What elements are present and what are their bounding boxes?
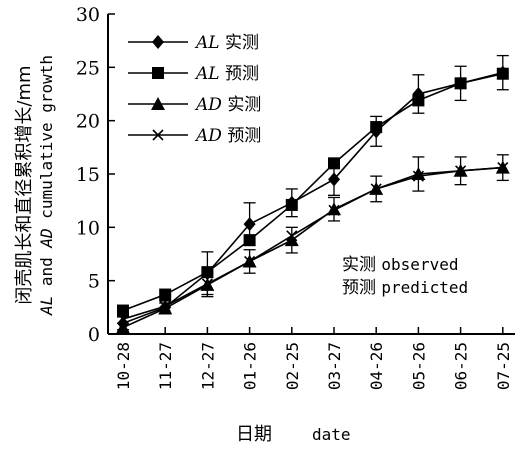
- data-point-1: [243, 234, 256, 247]
- x-ticks: 10-28 11-27 12-27 01-26 02-25 03-27 04-26 05-26…: [114, 327, 513, 390]
- data-point-3: [328, 204, 340, 216]
- y-tick-label: 10: [76, 217, 100, 239]
- legend-label: AL 实测: [194, 33, 259, 53]
- y-axis-label-line2: AL and AD cumulative growth: [37, 55, 56, 316]
- y-label-suffix: cumulative growth: [37, 55, 56, 228]
- legend-item: AL 预测: [128, 64, 259, 84]
- x-tick-label: 10-28: [114, 342, 133, 390]
- annotation-en: predicted: [381, 278, 468, 297]
- data-point-1: [285, 198, 298, 211]
- x-tick-label: 07-25: [494, 342, 513, 390]
- x-tick-label: 11-27: [156, 342, 175, 390]
- legend-marker: [152, 35, 164, 49]
- y-tick-label: 20: [76, 111, 100, 133]
- legend-label-variable: AD: [194, 95, 227, 115]
- legend-label-type: 预测: [227, 126, 261, 146]
- legend-item: AL 实测: [128, 33, 259, 53]
- legend-item: AD 实测: [128, 95, 261, 115]
- y-tick-label: 0: [88, 324, 100, 346]
- data-point-3: [412, 170, 424, 182]
- annotation-line: 实测 observed: [342, 255, 458, 275]
- annotation-cn: 实测: [342, 255, 381, 275]
- annotation-en: observed: [381, 255, 458, 274]
- data-point-3: [370, 183, 382, 195]
- data-point-1: [159, 288, 172, 301]
- legend-label-variable: AD: [194, 126, 227, 146]
- y-label-ad: AD: [37, 228, 56, 248]
- series-line-3: [122, 166, 503, 320]
- annotation-cn: 预测: [342, 278, 381, 298]
- data-point-3: [244, 255, 256, 268]
- y-ticks: 0 5 10 15 20 25 30: [76, 4, 115, 346]
- data-point-1: [370, 121, 383, 134]
- annotation-line: 预测 predicted: [342, 278, 468, 298]
- series-line-2: [122, 166, 503, 329]
- x-tick-label: 04-26: [367, 342, 386, 390]
- data-point-1: [117, 304, 129, 317]
- series-line-1: [122, 72, 503, 312]
- legend-label: AD 预测: [194, 126, 261, 146]
- x-axis-label: 日期 date: [236, 424, 351, 445]
- data-point-1: [328, 157, 340, 170]
- legend-label: AL 预测: [194, 64, 259, 84]
- y-tick-label: 25: [76, 57, 100, 79]
- legend-label-variable: AL: [194, 33, 225, 53]
- legend-marker: [152, 129, 164, 141]
- y-axis-label: 闭壳肌长和直径累积增长/mm AL and AD cumulative grow…: [14, 55, 56, 316]
- legend-marker: [152, 67, 164, 79]
- legend-label-type: 实测: [227, 95, 261, 115]
- legend-marker: [151, 97, 165, 110]
- legend-label-variable: AL: [194, 64, 225, 84]
- series-markers: [116, 65, 510, 334]
- series-line-0: [122, 71, 503, 325]
- data-point-1: [454, 77, 467, 90]
- data-point-1: [201, 266, 214, 279]
- y-tick-label: 30: [76, 4, 100, 26]
- data-point-3: [455, 165, 467, 177]
- legend-label-type: 预测: [225, 64, 259, 84]
- data-point-2: [411, 167, 426, 180]
- data-point-1: [496, 67, 509, 80]
- legend-label-type: 实测: [225, 33, 259, 53]
- data-point-2: [158, 301, 173, 315]
- y-label-and: and: [37, 248, 56, 296]
- data-point-2: [116, 320, 130, 334]
- data-point-2: [327, 202, 341, 216]
- x-tick-label: 05-26: [409, 342, 428, 390]
- data-point-3: [201, 278, 213, 290]
- x-tick-label: 12-27: [198, 342, 217, 390]
- data-point-3: [117, 313, 129, 325]
- legend-item: AD 预测: [128, 126, 261, 146]
- series-lines: [122, 71, 503, 329]
- x-tick-label: 06-25: [452, 342, 471, 390]
- x-tick-label: 03-27: [325, 342, 344, 390]
- data-point-2: [284, 233, 299, 247]
- y-tick-label: 15: [76, 164, 100, 186]
- data-point-1: [412, 94, 425, 107]
- y-axis-label-line1: 闭壳肌长和直径累积增长/mm: [14, 65, 35, 304]
- x-tick-label: 02-25: [283, 342, 302, 390]
- data-point-3: [497, 162, 509, 174]
- y-label-al: AL: [37, 296, 56, 316]
- data-point-3: [286, 230, 298, 242]
- x-axis-label-en: date: [312, 425, 351, 444]
- data-point-3: [159, 300, 171, 312]
- data-point-0: [243, 217, 256, 232]
- y-tick-label: 5: [88, 271, 100, 293]
- x-tick-label: 01-26: [241, 342, 260, 390]
- legend-label: AD 实测: [194, 95, 261, 115]
- x-axis-label-cn: 日期: [236, 424, 272, 445]
- data-point-0: [328, 172, 340, 187]
